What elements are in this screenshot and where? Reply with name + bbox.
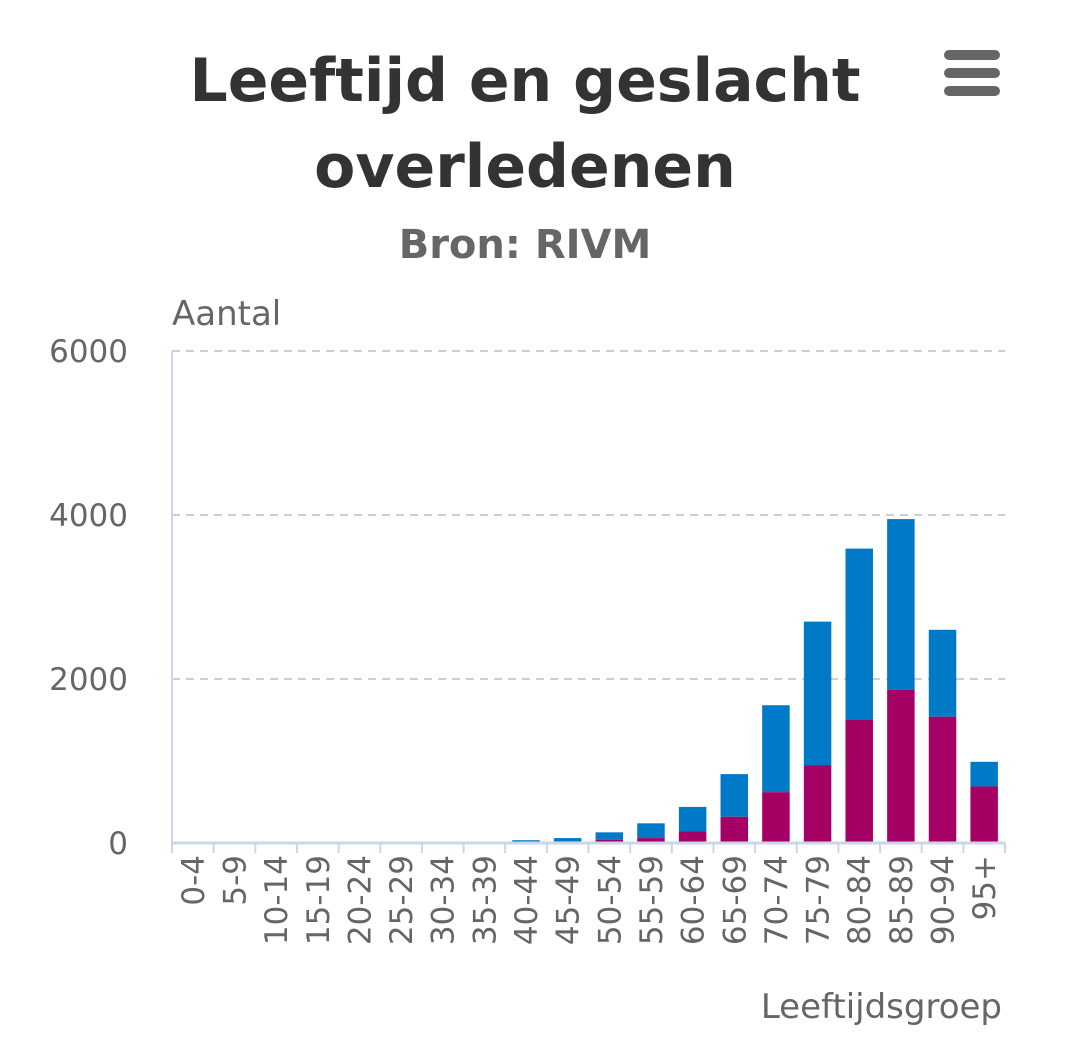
bar-series-1-55-59[interactable] — [637, 838, 665, 843]
y-tick-label: 4000 — [49, 498, 128, 534]
x-tick-label: 25-29 — [384, 855, 420, 945]
x-tick-label: 55-59 — [634, 855, 670, 945]
y-tick-label: 6000 — [49, 334, 128, 370]
bar-series-1-70-74[interactable] — [762, 792, 790, 843]
axes — [171, 351, 1006, 853]
chart-subtitle: Bron: RIVM — [398, 222, 652, 268]
grid-lines — [172, 350, 1005, 680]
chart-title-line-1: Leeftijd en geslacht — [189, 46, 861, 116]
x-tick-label: 70-74 — [759, 855, 795, 945]
x-tick-label: 0-4 — [176, 855, 212, 906]
chart-title-line-2: overledenen — [314, 132, 736, 202]
y-tick-label: 0 — [108, 826, 128, 862]
y-axis-title: Aantal — [172, 294, 281, 334]
bar-series-1-80-84[interactable] — [845, 720, 873, 843]
bar-series-1-75-79[interactable] — [803, 765, 832, 843]
bar-series-2-65-69[interactable] — [720, 774, 749, 817]
bar-series-2-55-59[interactable] — [637, 823, 665, 839]
x-tick-label: 15-19 — [301, 855, 337, 945]
bar-series-2-95+[interactable] — [970, 761, 998, 787]
bar-series-2-60-64[interactable] — [678, 806, 707, 832]
bar-series-2-40-44[interactable] — [512, 840, 540, 842]
x-tick-labels: 0-4 5-9 10-14 15-19 20-24 25-29 30-34 35-39 40-4… — [176, 855, 1003, 945]
bar-series-2-85-89[interactable] — [887, 519, 915, 690]
x-tick-label: 50-54 — [592, 855, 628, 945]
x-tick-label: 65-69 — [717, 855, 753, 945]
x-tick-label: 45-49 — [551, 855, 587, 945]
x-tick-label: 85-89 — [884, 855, 920, 945]
x-tick-label: 35-39 — [467, 855, 503, 945]
bar-series-1-85-89[interactable] — [887, 689, 915, 843]
x-tick-label: 90-94 — [926, 855, 962, 945]
bar-series-2-50-54[interactable] — [595, 832, 624, 840]
x-tick-label: 60-64 — [676, 855, 712, 945]
chart-title: Leeftijd en geslacht overledenen — [0, 38, 1050, 210]
x-tick-label: 40-44 — [509, 855, 545, 945]
bar-series-1-65-69[interactable] — [720, 816, 749, 843]
bar-series-2-75-79[interactable] — [803, 621, 832, 766]
bar-series-1-50-54[interactable] — [595, 839, 624, 843]
hamburger-menu-icon[interactable] — [944, 50, 1000, 96]
bar-series-1-60-64[interactable] — [678, 831, 707, 843]
bar-series-2-90-94[interactable] — [928, 629, 957, 717]
y-tick-labels: 0 2000 4000 6000 — [49, 334, 128, 862]
x-tick-label: 10-14 — [259, 855, 295, 945]
x-tick-label: 80-84 — [842, 855, 878, 945]
x-tick-label: 30-34 — [426, 855, 462, 945]
y-tick-label: 2000 — [49, 662, 128, 698]
x-axis-title: Leeftijdsgroep — [761, 987, 1002, 1027]
bar-series-2-80-84[interactable] — [845, 548, 873, 720]
bar-series-1-90-94[interactable] — [928, 716, 957, 843]
bar-series-2-70-74[interactable] — [762, 705, 790, 793]
x-tick-label: 20-24 — [342, 855, 378, 945]
x-tick-label: 95+ — [967, 855, 1003, 920]
bar-series-2-45-49[interactable] — [553, 838, 582, 842]
x-tick-label: 5-9 — [217, 855, 253, 906]
bar-series-1-95+[interactable] — [970, 786, 998, 843]
x-tick-label: 75-79 — [801, 855, 837, 945]
bars — [262, 519, 998, 843]
